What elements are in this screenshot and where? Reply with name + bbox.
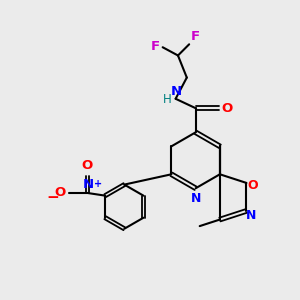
Text: O: O bbox=[55, 186, 66, 200]
Text: +: + bbox=[94, 179, 102, 189]
Text: N: N bbox=[83, 178, 94, 191]
Text: O: O bbox=[221, 102, 233, 115]
Text: O: O bbox=[82, 159, 93, 172]
Text: F: F bbox=[151, 40, 160, 53]
Text: N: N bbox=[190, 192, 201, 205]
Text: −: − bbox=[46, 190, 59, 205]
Text: O: O bbox=[247, 179, 258, 192]
Text: N: N bbox=[171, 85, 182, 98]
Text: H: H bbox=[163, 93, 172, 106]
Text: F: F bbox=[191, 29, 200, 43]
Text: N: N bbox=[246, 209, 256, 222]
